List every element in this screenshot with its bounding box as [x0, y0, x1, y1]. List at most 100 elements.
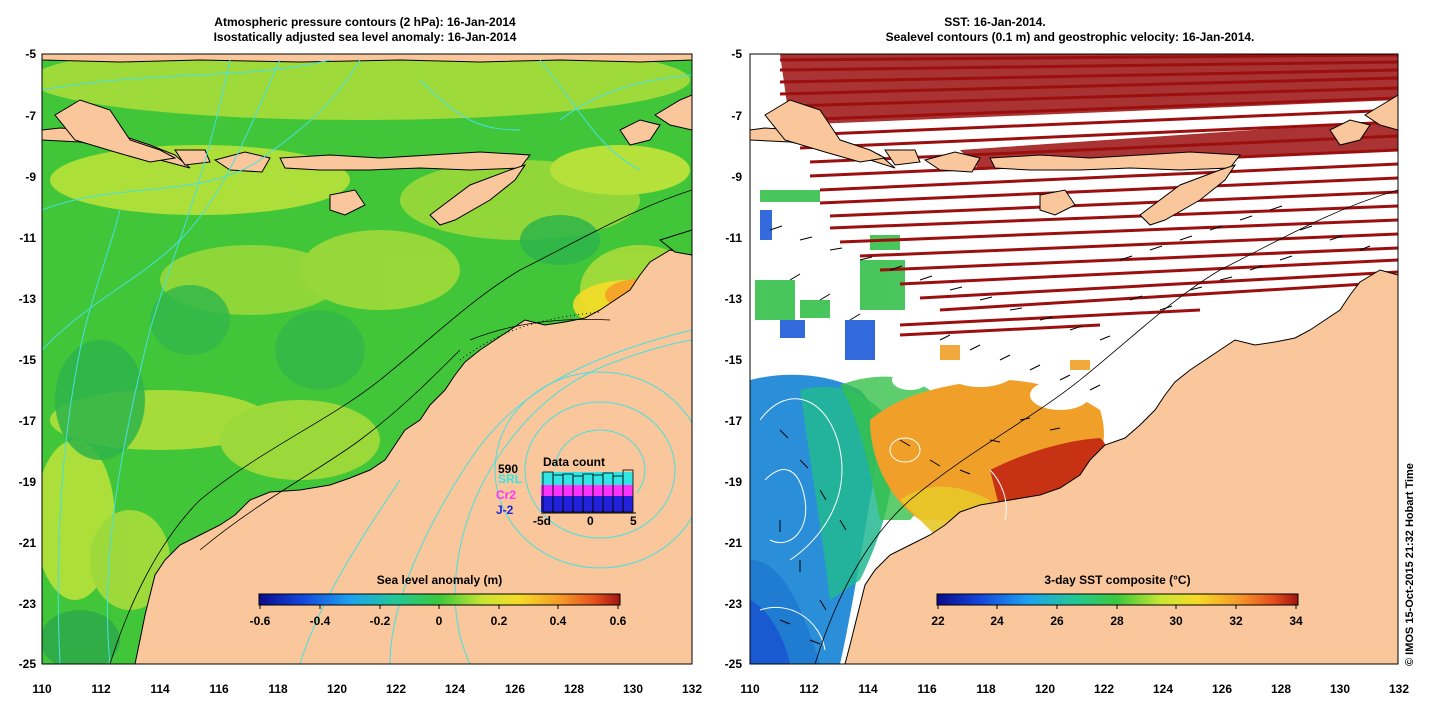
- left-title-line1: Atmospheric pressure contours (2 hPa): 1…: [214, 15, 516, 29]
- sla-colorbar-tick: 0.4: [549, 614, 567, 628]
- sla-colorbar-title: Sea level anomaly (m): [376, 573, 503, 587]
- right-x-tick: 130: [1329, 682, 1351, 696]
- sst-colorbar-tick: 32: [1229, 614, 1243, 628]
- data-count-title: Data count: [543, 455, 606, 469]
- left-y-tick: -19: [18, 475, 36, 489]
- sla-colorbar-tick: -0.6: [249, 614, 271, 628]
- left-bathymetry: [109, 189, 692, 664]
- left-x-tick: 126: [504, 682, 526, 696]
- left-y-tick: -23: [18, 597, 36, 611]
- bar-j2: [541, 496, 633, 512]
- right-x-tick: 110: [740, 682, 760, 696]
- right-title: SST: 16-Jan-2014. Sealevel contours (0.1…: [770, 15, 1370, 45]
- left-y-tick: -15: [18, 353, 36, 367]
- right-y-tick: -5: [731, 47, 742, 61]
- data-count-legend-srl: SRL: [498, 472, 522, 486]
- sst-colorbar-tick: 24: [990, 614, 1004, 628]
- right-islands: [750, 94, 1398, 226]
- data-count-tick: 0: [587, 514, 594, 528]
- right-title-line2: Sealevel contours (0.1 m) and geostrophi…: [885, 30, 1255, 44]
- right-x-tick: 122: [1093, 682, 1115, 696]
- sla-colorbar-tick: -0.4: [309, 614, 331, 628]
- right-x-tick: 118: [976, 682, 996, 696]
- right-y-tick: -13: [724, 292, 742, 306]
- sla-colorbar-tick: 0.6: [609, 614, 627, 628]
- imos-footer: © IMOS 15-Oct-2015 21:32 Hobart Time: [1404, 463, 1416, 666]
- right-y-tick: -23: [724, 597, 742, 611]
- right-bathymetry: [814, 189, 1398, 664]
- velocity-arrows: [769, 205, 1371, 645]
- left-x-tick: 124: [444, 682, 466, 696]
- sst-colorbar-tick: 26: [1050, 614, 1064, 628]
- right-y-tick: -9: [731, 170, 742, 184]
- data-count-inset: [541, 468, 637, 514]
- right-x-tick: 124: [1152, 682, 1174, 696]
- left-x-tick: 112: [91, 682, 111, 696]
- sla-colorbar-ticks: [259, 605, 619, 609]
- left-x-tick: 114: [150, 682, 170, 696]
- right-x-tick: 114: [858, 682, 878, 696]
- left-y-tick: -17: [18, 414, 36, 428]
- left-x-tick: 132: [681, 682, 703, 696]
- right-x-tick: 112: [799, 682, 819, 696]
- bar-srl: [541, 472, 633, 485]
- right-title-line1: SST: 16-Jan-2014.: [944, 15, 1046, 29]
- right-y-tick: -15: [724, 353, 742, 367]
- right-australia: [844, 269, 1398, 664]
- right-x-tick: 120: [1034, 682, 1056, 696]
- left-x-tick: 110: [32, 682, 52, 696]
- right-x-tick: 116: [917, 682, 937, 696]
- bar-cr2: [541, 485, 633, 496]
- sst-colorbar-title: 3-day SST composite (°C): [1044, 573, 1191, 587]
- data-count-total: 590: [498, 462, 519, 476]
- right-y-tick: -19: [724, 475, 742, 489]
- sst-colorbar-tick: 34: [1289, 614, 1303, 628]
- sst-colorbar: [936, 593, 1299, 606]
- sla-colorbar: [258, 593, 621, 606]
- left-y-tick: -13: [18, 292, 36, 306]
- sst-colorbar-tick: 22: [931, 614, 945, 628]
- right-y-tick: -25: [724, 657, 742, 671]
- left-x-tick: 118: [268, 682, 288, 696]
- right-map: [750, 54, 1398, 664]
- sla-colorbar-tick: -0.2: [369, 614, 391, 628]
- sla-colorbar-tick: 0.2: [490, 614, 508, 628]
- sla-colorbar-tick: 0: [435, 614, 443, 628]
- data-count-legend-j2: J-2: [496, 503, 514, 517]
- left-map-frame: [41, 53, 693, 665]
- left-y-tick: -5: [25, 47, 36, 61]
- left-y-tick: -9: [25, 170, 36, 184]
- left-islands: [42, 54, 692, 226]
- left-x-tick: 130: [622, 682, 644, 696]
- data-count-tick: -5d: [533, 514, 551, 528]
- right-map-frame: [749, 53, 1399, 665]
- left-title-line2: Isostatically adjusted sea level anomaly…: [213, 30, 517, 44]
- right-x-tick: 126: [1211, 682, 1233, 696]
- sst-colorbar-tick: 30: [1169, 614, 1183, 628]
- left-x-tick: 116: [209, 682, 229, 696]
- left-australia: [134, 249, 692, 664]
- sla-darker-field: [42, 215, 600, 664]
- data-count-legend-cr2: Cr2: [496, 488, 517, 502]
- right-y-tick: -21: [724, 536, 742, 550]
- right-y-tick: -17: [724, 414, 742, 428]
- left-gulf: [658, 229, 692, 256]
- left-x-tick: 120: [326, 682, 348, 696]
- left-y-tick: -21: [18, 536, 36, 550]
- left-y-tick: -11: [19, 231, 36, 245]
- right-y-tick: -7: [731, 109, 742, 123]
- left-title: Atmospheric pressure contours (2 hPa): 1…: [150, 15, 580, 45]
- sst-colorbar-ticks: [937, 605, 1297, 609]
- data-count-tick: 5: [630, 514, 637, 528]
- left-x-tick: 122: [385, 682, 407, 696]
- left-y-tick: -7: [25, 109, 36, 123]
- left-dotted-line: [459, 311, 601, 361]
- left-map: [42, 54, 692, 664]
- data-count-bars-outline: [542, 469, 634, 513]
- right-y-tick: -11: [725, 231, 742, 245]
- sst-colorbar-tick: 28: [1110, 614, 1124, 628]
- right-x-tick: 132: [1388, 682, 1410, 696]
- right-x-tick: 128: [1270, 682, 1292, 696]
- left-y-tick: -25: [18, 657, 36, 671]
